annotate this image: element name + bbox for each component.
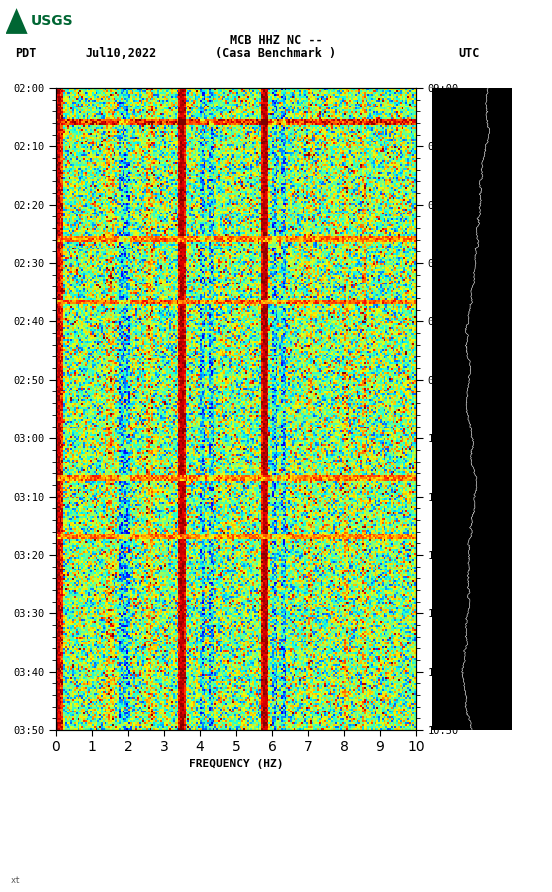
Text: USGS: USGS [30,13,73,28]
Text: (Casa Benchmark ): (Casa Benchmark ) [215,47,337,60]
Text: Jul10,2022: Jul10,2022 [86,47,157,60]
Text: PDT: PDT [15,47,37,60]
X-axis label: FREQUENCY (HZ): FREQUENCY (HZ) [189,758,283,769]
Text: xt: xt [11,876,21,885]
Text: UTC: UTC [458,47,480,60]
Polygon shape [6,8,28,34]
Text: MCB HHZ NC --: MCB HHZ NC -- [230,34,322,46]
